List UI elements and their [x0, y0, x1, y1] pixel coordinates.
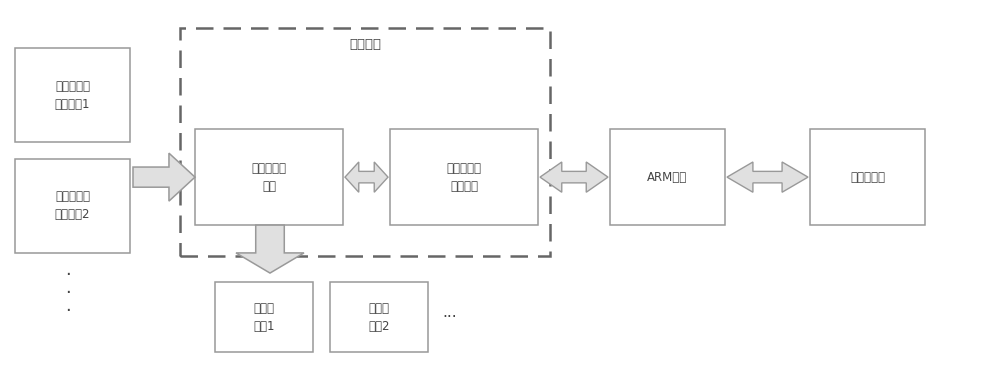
Polygon shape: [345, 162, 388, 192]
Polygon shape: [236, 225, 304, 273]
Text: ·
·
·: · · ·: [65, 266, 71, 320]
Text: 上位机模块: 上位机模块: [850, 170, 885, 184]
Text: 数据采集和
转换模块2: 数据采集和 转换模块2: [55, 190, 90, 221]
Bar: [810, 129, 925, 225]
Bar: [330, 282, 428, 352]
Polygon shape: [727, 162, 808, 192]
Text: ···: ···: [443, 310, 457, 325]
Bar: [610, 129, 725, 225]
Text: 变流器
机柜2: 变流器 机柜2: [368, 302, 390, 333]
Text: 数据采集和
转换模块1: 数据采集和 转换模块1: [55, 79, 90, 111]
Text: 控制器数据
通信模块: 控制器数据 通信模块: [446, 162, 482, 193]
Text: 控制器算法
模块: 控制器算法 模块: [252, 162, 287, 193]
Polygon shape: [540, 162, 608, 192]
Bar: [180, 28, 550, 256]
Text: 变流器
机柜1: 变流器 机柜1: [253, 302, 275, 333]
Bar: [15, 159, 130, 253]
Bar: [390, 129, 538, 225]
Bar: [15, 48, 130, 142]
Text: ARM模块: ARM模块: [647, 170, 688, 184]
Bar: [215, 282, 313, 352]
Text: 控制模块: 控制模块: [349, 38, 381, 51]
Polygon shape: [133, 153, 195, 201]
Bar: [195, 129, 343, 225]
